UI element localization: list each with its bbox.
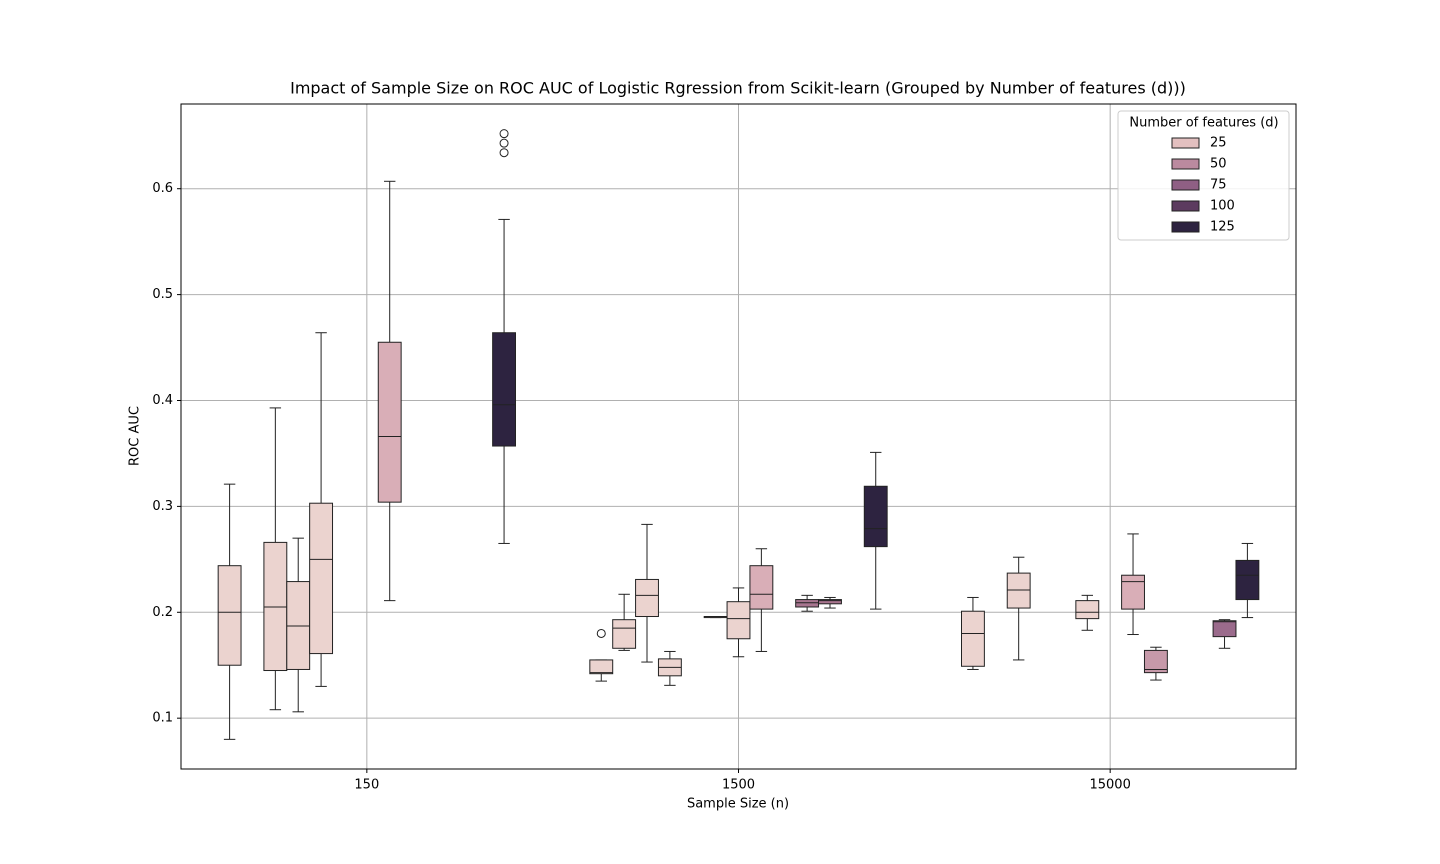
box <box>749 565 774 610</box>
y-tick-label: 0.5 <box>152 287 173 302</box>
box <box>217 565 242 666</box>
legend-swatch <box>1171 137 1200 149</box>
plot-frame <box>180 103 1297 770</box>
box <box>795 599 820 608</box>
y-tick-label: 0.2 <box>152 605 173 620</box>
outlier <box>499 138 509 148</box>
box-group <box>726 587 751 658</box>
x-tick-label: 1500 <box>722 778 755 793</box>
box-group <box>1006 556 1031 661</box>
box <box>589 659 614 675</box>
box-group <box>863 451 888 610</box>
y-tick-label: 0.4 <box>152 393 173 408</box>
box <box>612 619 637 649</box>
box <box>377 341 402 503</box>
legend-swatch <box>1171 158 1200 170</box>
x-axis-label: Sample Size (n) <box>687 797 789 812</box>
x-tick-label: 15000 <box>1089 778 1130 793</box>
outlier <box>499 148 509 158</box>
box-group <box>1075 594 1100 631</box>
box-group <box>612 593 637 651</box>
box <box>286 581 311 670</box>
outlier <box>596 628 606 638</box>
chart-title: Impact of Sample Size on ROC AUC of Logi… <box>290 79 1186 98</box>
legend-label: 75 <box>1210 178 1227 193</box>
box <box>635 578 659 618</box>
x-tick-label: 150 <box>354 778 379 793</box>
box <box>961 610 985 667</box>
legend-swatch <box>1171 221 1200 233</box>
box-group <box>263 407 288 711</box>
box <box>1075 600 1100 620</box>
box-group <box>703 616 728 619</box>
box <box>1212 620 1237 638</box>
box-group <box>286 537 311 713</box>
y-tick-label: 0.1 <box>152 711 173 726</box>
box <box>726 601 751 640</box>
box-group <box>377 180 402 602</box>
legend-title: Number of features (d) <box>1129 116 1278 131</box>
box-group <box>589 628 614 682</box>
box-group <box>1143 646 1168 681</box>
box-group <box>635 523 659 663</box>
box <box>492 332 516 447</box>
box-group <box>749 548 774 652</box>
legend-swatch <box>1171 200 1200 212</box>
box <box>1121 574 1145 610</box>
box <box>1006 572 1031 609</box>
box-group <box>1235 542 1260 619</box>
y-axis-label: ROC AUC <box>128 406 143 466</box>
box-group <box>309 332 334 687</box>
box <box>1143 649 1168 674</box>
legend-box <box>1117 110 1290 241</box>
box-group <box>217 483 242 740</box>
box-group <box>492 129 516 544</box>
y-tick-label: 0.6 <box>152 181 173 196</box>
box <box>263 541 288 672</box>
box <box>818 599 842 605</box>
box <box>309 502 334 655</box>
legend-label: 100 <box>1210 199 1235 214</box>
box-group <box>961 596 985 670</box>
y-tick-label: 0.3 <box>152 499 173 514</box>
box-group <box>1121 533 1145 636</box>
legend-label: 50 <box>1210 157 1227 172</box>
legend-label: 125 <box>1210 220 1235 235</box>
box <box>863 485 888 548</box>
box-group <box>657 650 682 686</box>
box <box>1235 559 1260 601</box>
outlier <box>499 129 509 139</box>
box-group <box>818 596 842 609</box>
legend-swatch <box>1171 179 1200 191</box>
box-group <box>795 594 820 612</box>
box-group <box>1212 619 1237 649</box>
legend-label: 25 <box>1210 136 1227 151</box>
